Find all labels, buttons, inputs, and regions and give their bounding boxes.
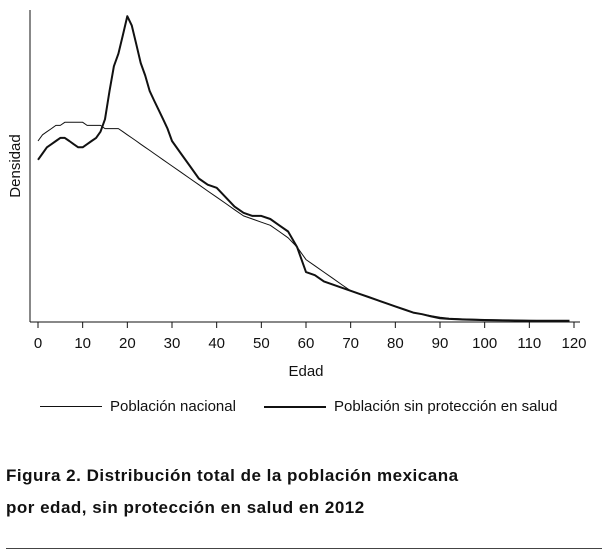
series-line-uninsured — [37, 15, 570, 322]
x-tick-label: 30 — [164, 335, 181, 352]
legend-label-uninsured: Población sin protección en salud — [334, 398, 558, 415]
x-tick-label: 50 — [253, 335, 270, 352]
legend-item-uninsured: Población sin protección en salud — [264, 398, 557, 415]
figure-caption: Figura 2. Distribución total de la pobla… — [6, 460, 602, 524]
x-tick-label: 10 — [74, 335, 91, 352]
series-group — [37, 15, 570, 322]
legend-swatch-thick — [264, 405, 326, 408]
chart-legend: Población nacional Población sin protecc… — [40, 398, 600, 420]
x-tick-label: 40 — [208, 335, 225, 352]
legend-swatch-thin — [40, 406, 102, 407]
density-chart: 0 10 20 30 40 50 60 70 80 90 100 110 120 Edad Densid… — [7, 10, 587, 380]
x-tick-label: 60 — [298, 335, 315, 352]
x-tick-label: 120 — [561, 335, 586, 352]
caption-line-1: Figura 2. Distribución total de la pobla… — [6, 466, 459, 485]
x-tick-label: 20 — [119, 335, 136, 352]
x-tick-label: 70 — [342, 335, 359, 352]
legend-item-national: Población nacional — [40, 398, 236, 415]
x-tick-label: 0 — [34, 335, 42, 352]
x-tick-label: 90 — [432, 335, 449, 352]
bottom-rule — [6, 548, 602, 549]
y-axis-title: Densidad — [7, 134, 24, 197]
x-tick-group: 0 10 20 30 40 50 60 70 80 90 100 110 120 — [34, 322, 587, 352]
legend-label-national: Población nacional — [110, 398, 236, 415]
x-tick-label: 110 — [517, 335, 541, 352]
chart-axes — [29, 10, 580, 323]
x-axis-title: Edad — [288, 363, 323, 380]
caption-line-2: por edad, sin protección en salud en 201… — [6, 498, 365, 517]
x-tick-label: 80 — [387, 335, 404, 352]
x-tick-label: 100 — [472, 335, 497, 352]
series-line-national — [37, 121, 570, 322]
